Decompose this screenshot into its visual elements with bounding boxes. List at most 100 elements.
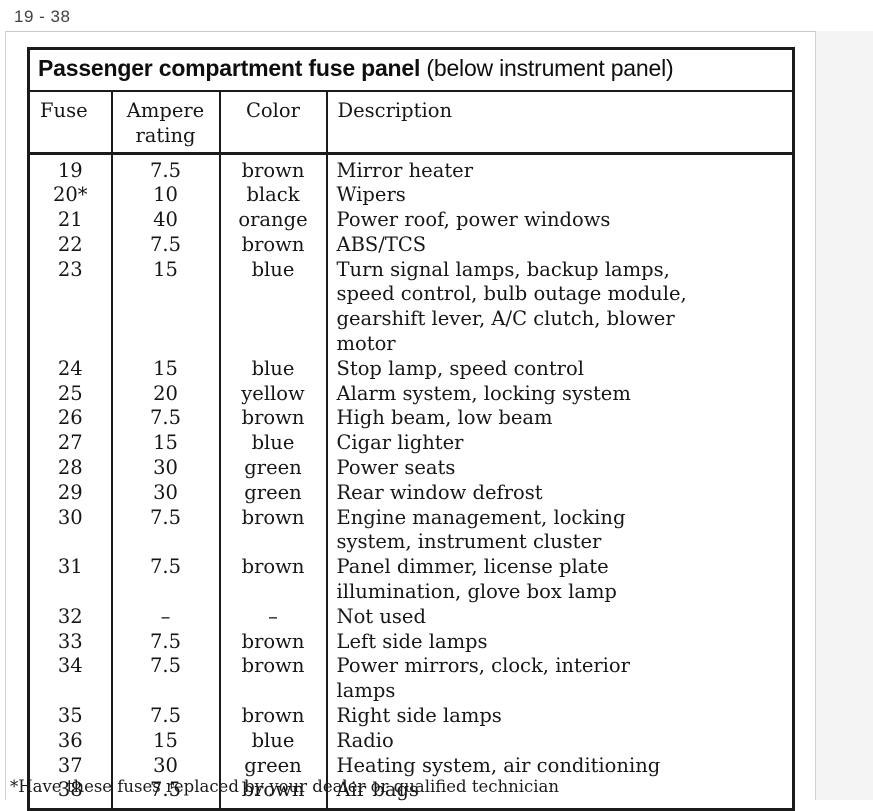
table-row: 33 7.5 brown Left side lamps bbox=[29, 629, 794, 655]
fuse-color-cell: orange bbox=[218, 208, 327, 233]
fuse-number-cell: 20* bbox=[52, 183, 88, 207]
fuse-number-cell: 35 bbox=[57, 704, 83, 728]
fuse-color-cell: brown bbox=[218, 153, 327, 184]
description-text: Engine management, locking system, instr… bbox=[336, 505, 626, 554]
ampere-rating-cell: 7.5 bbox=[110, 505, 220, 556]
scanned-manual-page: Passenger compartment fuse panel (below … bbox=[5, 31, 816, 811]
table-row: 36 15 blue Radio bbox=[29, 728, 794, 754]
table-row: 30 7.5 brown Engine management, locking sys… bbox=[29, 505, 794, 556]
table-title: Passenger compartment fuse panel (below … bbox=[28, 48, 794, 92]
column-header-fuse: Fuse bbox=[28, 91, 112, 155]
ampere-rating-cell: 40 bbox=[110, 208, 220, 233]
description-cell: Stop lamp, speed control bbox=[325, 356, 794, 382]
viewer-gutter bbox=[816, 31, 873, 800]
description-text: Panel dimmer, license plate illumination… bbox=[336, 555, 617, 604]
fuse-color-cell: blue bbox=[218, 257, 327, 357]
ampere-rating-cell: 7.5 bbox=[110, 629, 220, 655]
fuse-color-cell: blue bbox=[218, 356, 327, 382]
fuse-number-cell: 23 bbox=[57, 257, 83, 281]
fuse-number-cell: 21 bbox=[57, 208, 83, 232]
description-text: Heating system, air conditioning bbox=[336, 753, 661, 777]
description-cell: Mirror heater bbox=[325, 153, 794, 184]
table-row: 22 7.5 brown ABS/TCS bbox=[29, 232, 794, 258]
fuse-color-cell: black bbox=[218, 183, 327, 209]
table-row: 35 7.5 brown Right side lamps bbox=[29, 704, 794, 729]
description-cell: Panel dimmer, license plate illumination… bbox=[325, 555, 794, 605]
fuse-number-cell: 26 bbox=[57, 406, 83, 430]
ampere-rating-cell: 7.5 bbox=[110, 704, 220, 729]
footnote: *Have these fuses replaced by your deale… bbox=[10, 777, 559, 796]
fuse-number-cell: 31 bbox=[57, 555, 83, 579]
table-title-secondary: (below instrument panel) bbox=[426, 55, 674, 81]
description-text: Right side lamps bbox=[336, 704, 502, 728]
fuse-color-cell: brown bbox=[218, 505, 327, 556]
description-cell: Not used bbox=[325, 604, 794, 630]
fuse-table-head: Passenger compartment fuse panel (below … bbox=[28, 48, 794, 155]
fuse-color-cell: blue bbox=[218, 431, 327, 457]
page-label: 19 - 38 bbox=[14, 7, 71, 26]
description-cell: Power mirrors, clock, interior lamps bbox=[325, 654, 794, 705]
description-text: Power seats bbox=[336, 456, 456, 480]
table-row: 34 7.5 brown Power mirrors, clock, interior… bbox=[29, 654, 794, 705]
description-cell: ABS/TCS bbox=[325, 232, 794, 258]
column-header-ampere-rating: Ampere rating bbox=[110, 91, 220, 155]
fuse-color-cell: – bbox=[218, 604, 327, 630]
description-cell: Power roof, power windows bbox=[325, 208, 794, 233]
description-text: ABS/TCS bbox=[336, 232, 427, 256]
description-text: Alarm system, locking system bbox=[336, 381, 631, 405]
description-cell: Wipers bbox=[325, 183, 794, 209]
description-text: Radio bbox=[336, 728, 394, 752]
ampere-rating-cell: 15 bbox=[110, 356, 220, 382]
ampere-rating-cell: – bbox=[110, 604, 220, 630]
description-cell: Alarm system, locking system bbox=[325, 381, 794, 407]
description-text: Power mirrors, clock, interior lamps bbox=[336, 654, 630, 703]
description-text: Wipers bbox=[336, 183, 406, 207]
ampere-rating-cell: 7.5 bbox=[110, 406, 220, 432]
fuse-color-cell: brown bbox=[218, 406, 327, 432]
fuse-number-cell: 36 bbox=[57, 728, 83, 752]
fuse-number-cell: 32 bbox=[57, 604, 83, 628]
fuse-color-cell: brown bbox=[218, 555, 327, 605]
description-cell: Power seats bbox=[325, 456, 794, 481]
description-cell: Heating system, air conditioning bbox=[325, 753, 794, 779]
description-text: Rear window defrost bbox=[336, 480, 543, 504]
description-cell: High beam, low beam bbox=[325, 406, 794, 432]
table-row: 25 20 yellow Alarm system, locking system bbox=[29, 381, 794, 407]
ampere-rating-cell: 20 bbox=[110, 381, 220, 407]
fuse-color-cell: brown bbox=[218, 629, 327, 655]
fuse-number-cell: 30 bbox=[57, 505, 83, 529]
description-cell: Cigar lighter bbox=[325, 431, 794, 457]
ampere-rating-cell: 7.5 bbox=[110, 555, 220, 605]
description-cell: Left side lamps bbox=[325, 629, 794, 655]
fuse-color-cell: yellow bbox=[218, 381, 327, 407]
fuse-table-body: 19 7.5 brown Mirror heater 20* 10 black Wipers 2… bbox=[29, 153, 794, 810]
description-text: Power roof, power windows bbox=[336, 208, 611, 232]
description-cell: Engine management, locking system, instr… bbox=[325, 505, 794, 556]
fuse-color-cell: brown bbox=[218, 654, 327, 705]
fuse-number-cell: 28 bbox=[57, 456, 83, 480]
fuse-number-cell: 29 bbox=[57, 480, 83, 504]
table-row: 21 40 orange Power roof, power windows bbox=[29, 208, 794, 233]
description-cell: Right side lamps bbox=[325, 704, 794, 729]
description-text: Air bags bbox=[336, 778, 419, 802]
ampere-rating-cell: 7.5 bbox=[110, 654, 220, 705]
fuse-number-cell: 22 bbox=[57, 232, 83, 256]
ampere-rating-cell: 7.5 bbox=[110, 153, 220, 184]
fuse-number-cell: 19 bbox=[57, 158, 83, 182]
ampere-rating-cell: 10 bbox=[110, 183, 220, 209]
description-text: High beam, low beam bbox=[336, 406, 553, 430]
description-text: Not used bbox=[336, 604, 426, 628]
column-header-description: Description bbox=[325, 91, 794, 155]
table-row: 27 15 blue Cigar lighter bbox=[29, 431, 794, 457]
table-row: 37 30 green Heating system, air conditionin… bbox=[29, 753, 794, 779]
ampere-rating-cell: 15 bbox=[110, 728, 220, 754]
fuse-color-cell: brown bbox=[218, 232, 327, 258]
description-cell: Radio bbox=[325, 728, 794, 754]
fuse-number-cell: 38 bbox=[57, 778, 83, 802]
fuse-number-cell: 33 bbox=[57, 629, 83, 653]
ampere-rating-cell: 30 bbox=[110, 456, 220, 481]
table-row: 29 30 green Rear window defrost bbox=[29, 480, 794, 506]
table-row: 20* 10 black Wipers bbox=[29, 183, 794, 209]
ampere-rating-cell: 15 bbox=[110, 257, 220, 357]
table-row: 23 15 blue Turn signal lamps, backup lamps,… bbox=[29, 257, 794, 357]
